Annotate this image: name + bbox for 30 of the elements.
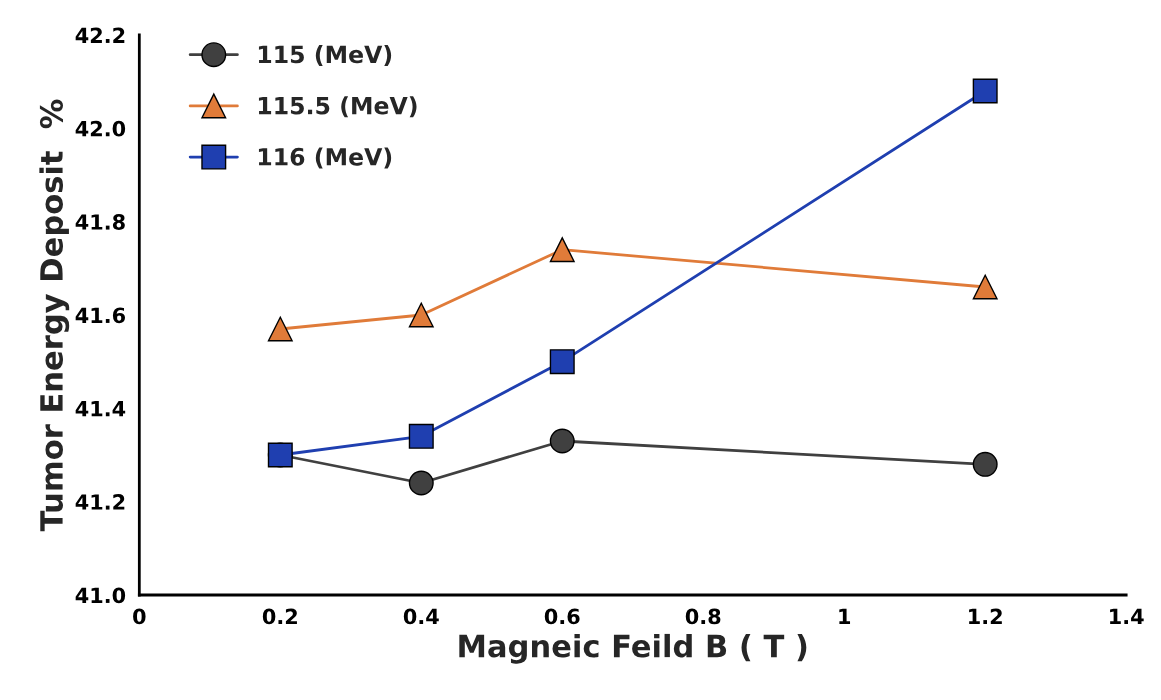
- x-tick-label: 0.8: [685, 608, 721, 625]
- x-tick-label: 1.2: [969, 608, 1002, 625]
- y-tick-label: 41.2: [75, 494, 125, 510]
- x-tick-label: 0.2: [262, 608, 297, 625]
- y-tick-label: 42.0: [75, 120, 126, 137]
- point: [549, 237, 575, 263]
- point: [408, 470, 434, 496]
- point: [408, 302, 434, 328]
- y-tick-label: 41.6: [75, 307, 126, 324]
- y-tick-label: 41.4: [75, 401, 126, 417]
- legend-label: 115 (MeV): [258, 45, 392, 67]
- legend-label: 116 (MeV): [258, 147, 392, 169]
- x-tick-label: 0.4: [403, 608, 439, 625]
- y-tick-label: 41.0: [75, 587, 126, 604]
- point: [549, 428, 575, 454]
- legend-label: 115.5 (MeV): [258, 96, 417, 118]
- y-tick-label: 42.2: [75, 27, 125, 43]
- x-axis-title: Magneic Feild B ( T ): [459, 633, 807, 664]
- x-tick-label: 0: [133, 608, 146, 625]
- point: [267, 316, 293, 342]
- x-tick-label: 1: [839, 608, 851, 625]
- point: [408, 423, 434, 449]
- point: [972, 78, 998, 104]
- point: [549, 349, 575, 375]
- x-tick-label: 1.4: [1110, 608, 1144, 625]
- point: [972, 451, 998, 477]
- point: [972, 274, 998, 300]
- x-tick-label: 0.6: [544, 608, 580, 625]
- y-tick-label: 41.8: [75, 214, 125, 230]
- y-axis-title: Tumor Energy Deposit %: [39, 99, 70, 532]
